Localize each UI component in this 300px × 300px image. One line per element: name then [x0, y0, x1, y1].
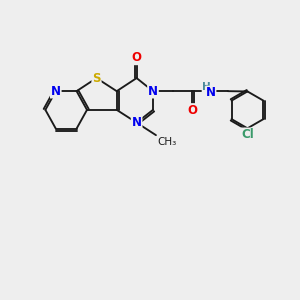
Text: N: N [51, 85, 61, 98]
Text: S: S [92, 72, 101, 85]
Text: H: H [202, 82, 211, 92]
Text: N: N [206, 86, 216, 99]
Text: Cl: Cl [241, 128, 254, 141]
Text: N: N [148, 85, 158, 98]
Text: N: N [132, 116, 142, 129]
Text: CH₃: CH₃ [158, 136, 177, 147]
Text: O: O [187, 104, 197, 117]
Text: O: O [132, 51, 142, 64]
